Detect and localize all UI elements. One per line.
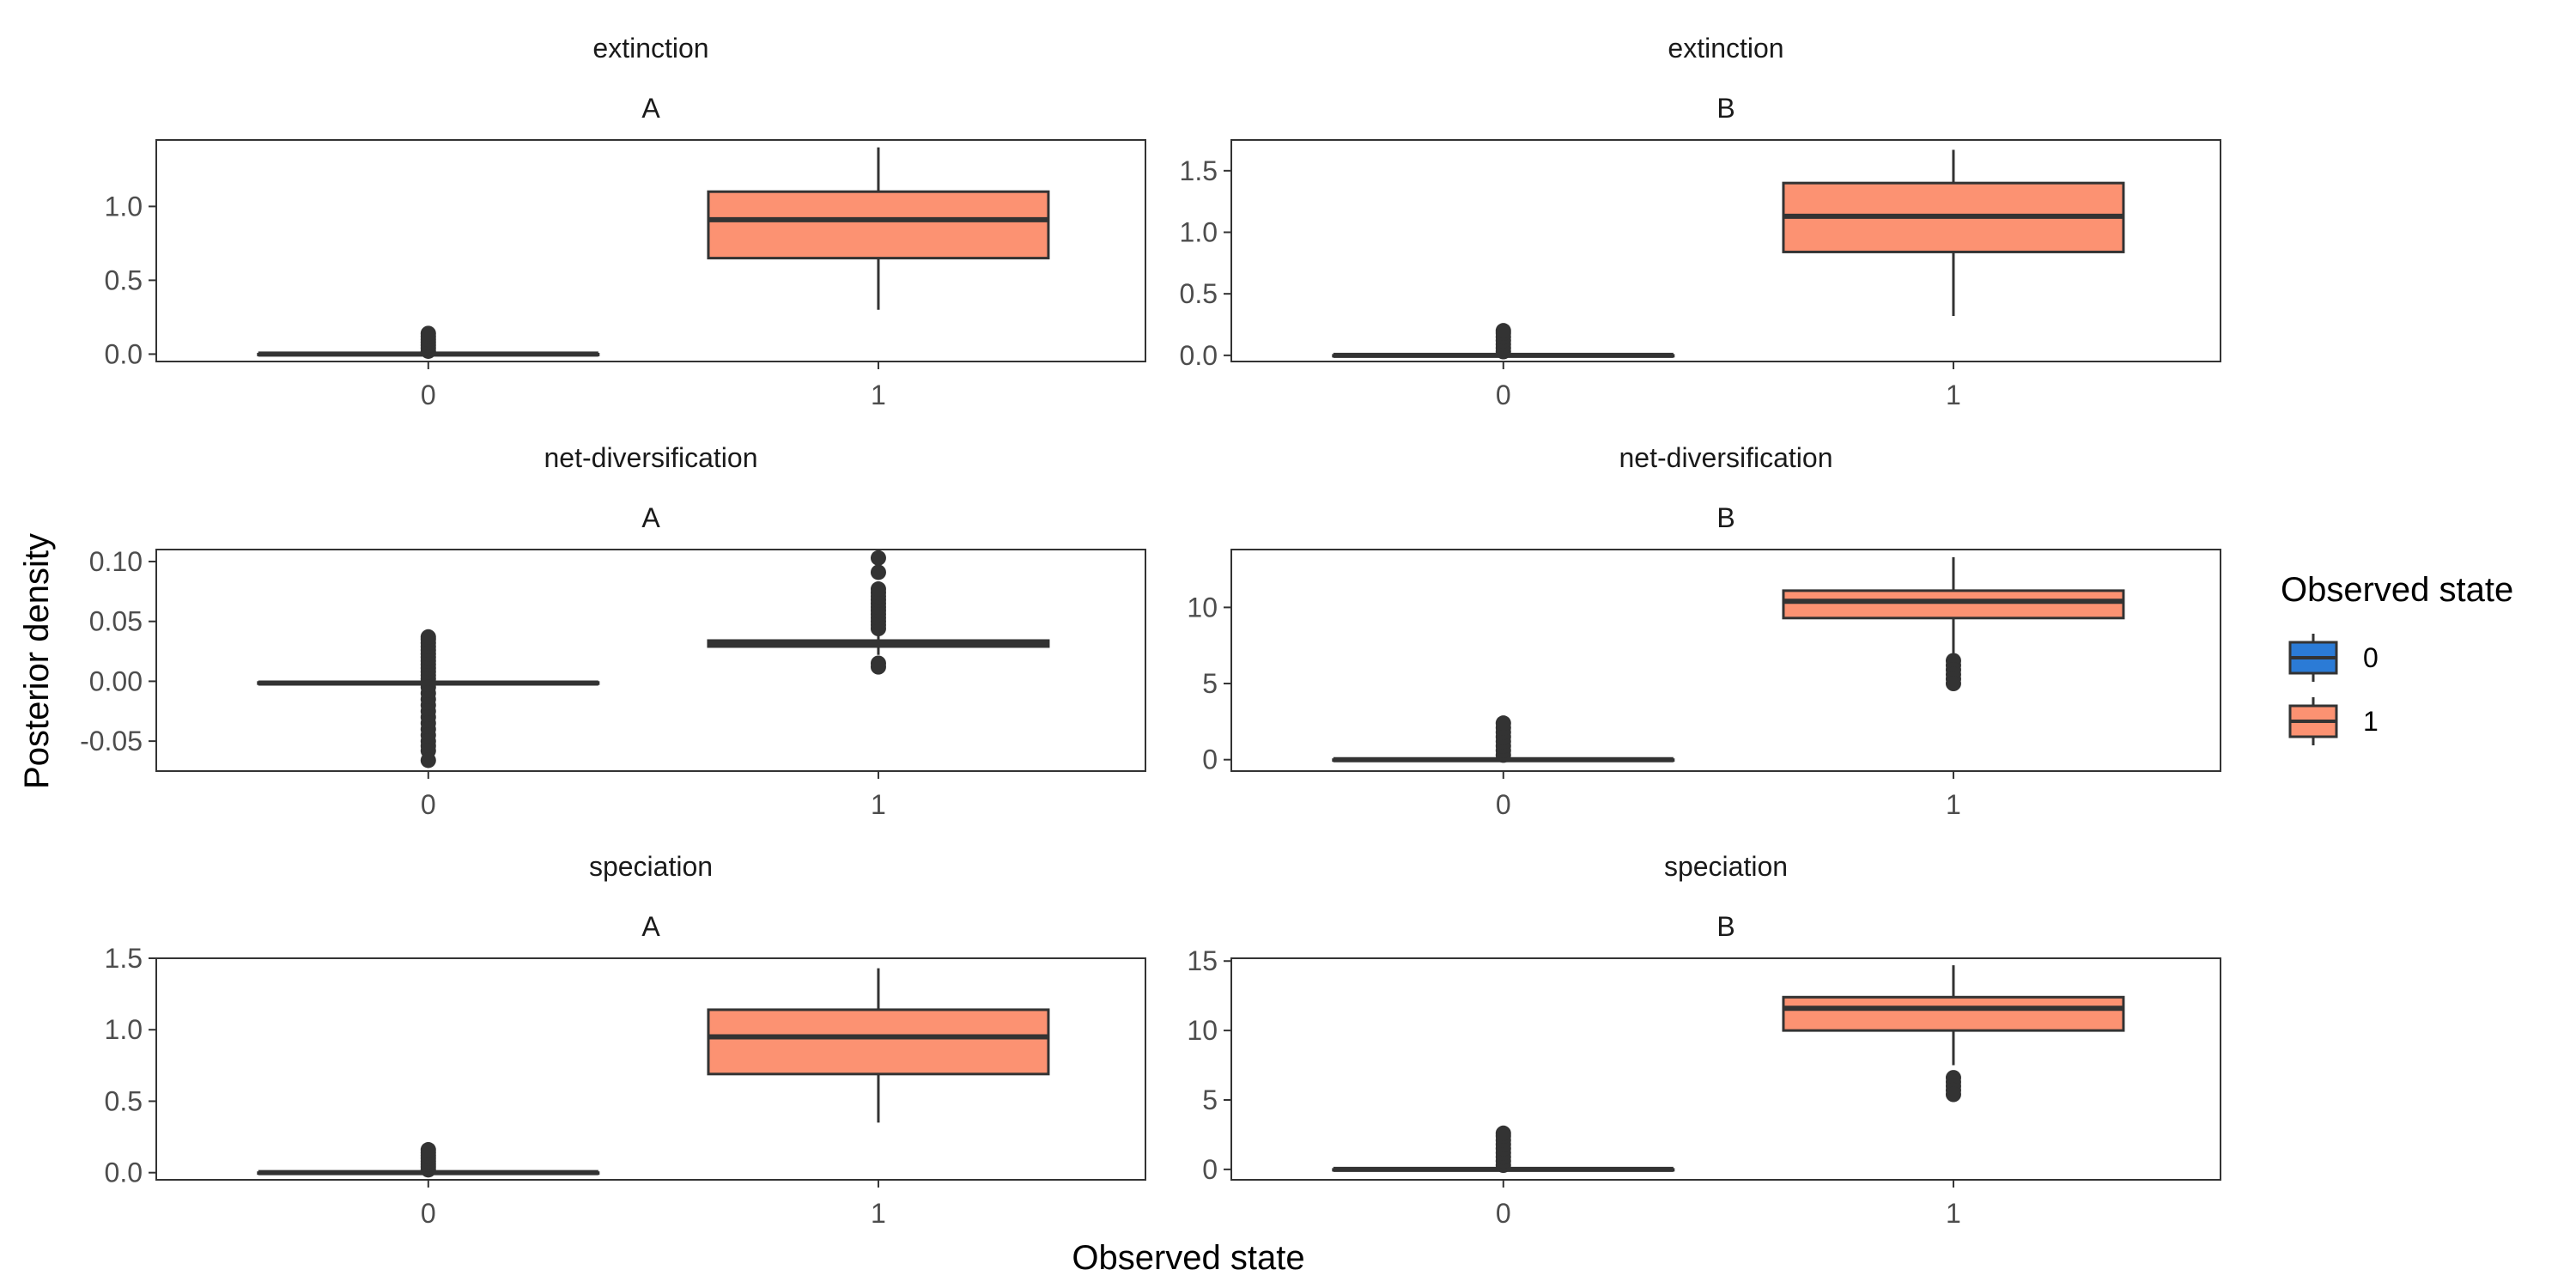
- box-0: [1332, 715, 1675, 763]
- box-1: [1782, 149, 2125, 316]
- x-tick-label: 0: [1496, 789, 1511, 820]
- facet-label-top: speciation: [1664, 851, 1788, 882]
- outlier-point: [870, 659, 886, 675]
- facet-panel: extinction B 0.0 0.5 1.0 1.5 0 1: [1180, 33, 2221, 410]
- y-tick-label: 0.00: [89, 665, 143, 696]
- outlier-point: [1495, 1125, 1511, 1141]
- legend-title: Observed state: [2281, 571, 2513, 609]
- panel-border: [155, 957, 1146, 1181]
- outlier-point: [870, 550, 886, 566]
- y-tick-label: 0.5: [1180, 278, 1218, 309]
- panel-border: [155, 139, 1146, 362]
- box-body: [707, 190, 1050, 260]
- y-tick-label: 0.10: [89, 546, 143, 577]
- panel-border: [1230, 549, 2221, 772]
- y-tick-label: 15: [1187, 945, 1218, 976]
- x-tick-label: 1: [871, 380, 886, 410]
- outlier-point: [1495, 715, 1511, 732]
- x-tick-label: 1: [1946, 1198, 1961, 1229]
- y-tick-label: 0.0: [1180, 340, 1218, 371]
- box-1: [1782, 556, 2125, 692]
- y-tick-label: 0: [1202, 1154, 1218, 1185]
- facet-label-sub: A: [641, 93, 660, 124]
- y-tick-label: 1.5: [105, 943, 143, 974]
- y-tick-label: 0.0: [105, 1157, 143, 1188]
- box-body: [707, 1008, 1050, 1076]
- y-tick-label: 10: [1187, 592, 1218, 623]
- x-tick-label: 0: [1496, 1198, 1511, 1229]
- outlier-point: [870, 564, 886, 580]
- facet-label-top: extinction: [1668, 33, 1783, 64]
- facet-label-sub: B: [1716, 502, 1735, 533]
- outlier-point: [1945, 676, 1961, 692]
- outlier-point: [420, 1142, 436, 1158]
- y-tick-label: 0: [1202, 744, 1218, 775]
- x-tick-label: 1: [1946, 789, 1961, 820]
- outlier-point: [420, 629, 436, 645]
- outlier-point: [1495, 323, 1511, 339]
- facet-panel: speciation A 0.0 0.5 1.0 1.5 0 1: [105, 851, 1146, 1229]
- facet-panel: extinction A 0.0 0.5 1.0 0 1: [105, 33, 1146, 410]
- x-tick-label: 0: [421, 1198, 436, 1229]
- y-tick-label: 1.5: [1180, 155, 1218, 186]
- box-0: [257, 629, 600, 769]
- legend-key: 1: [2288, 697, 2379, 745]
- box-0: [257, 325, 600, 359]
- y-tick-label: 0.5: [105, 264, 143, 295]
- box-1: [707, 550, 1050, 675]
- box-0: [1332, 323, 1675, 360]
- y-tick-label: 0.0: [105, 338, 143, 369]
- facet-label-sub: B: [1716, 911, 1735, 942]
- y-tick-label: 0.5: [105, 1085, 143, 1116]
- panel-border: [1230, 957, 2221, 1181]
- y-tick-label: 5: [1202, 668, 1218, 699]
- x-tick-label: 0: [421, 789, 436, 820]
- facet-label-sub: A: [641, 502, 660, 533]
- facet-panel: net-diversification B 0 5 10 0 1: [1187, 442, 2221, 820]
- y-axis-title: Posterior density: [18, 533, 56, 789]
- y-tick-label: 5: [1202, 1084, 1218, 1115]
- x-tick-label: 0: [1496, 380, 1511, 410]
- box-1: [707, 147, 1050, 310]
- facet-label-sub: B: [1716, 93, 1735, 124]
- y-tick-label: -0.05: [80, 726, 143, 756]
- box-0: [1332, 1125, 1675, 1174]
- legend: Observed state 0 1: [2281, 571, 2513, 745]
- box-1: [1782, 965, 2125, 1103]
- facet-label-top: net-diversification: [1619, 442, 1833, 473]
- box-body: [1782, 995, 2125, 1032]
- legend-key: 0: [2288, 634, 2379, 682]
- outlier-point: [420, 325, 436, 342]
- y-tick-label: 0.05: [89, 606, 143, 637]
- y-tick-label: 1.0: [105, 1014, 143, 1045]
- facet-panel: speciation B 0 5 10 15 0 1: [1187, 851, 2221, 1229]
- outlier-point: [1945, 1086, 1961, 1103]
- x-tick-label: 1: [1946, 380, 1961, 410]
- box-0: [257, 1142, 600, 1178]
- legend-label: 0: [2363, 642, 2379, 673]
- panel-border: [1230, 139, 2221, 362]
- facet-label-top: net-diversification: [544, 442, 758, 473]
- x-tick-label: 1: [871, 789, 886, 820]
- x-tick-label: 0: [421, 380, 436, 410]
- facet-panels: extinction A 0.0 0.5 1.0 0 1 extinction B 0.0 0.5 1…: [80, 33, 2221, 1229]
- legend-label: 1: [2363, 706, 2379, 737]
- box-body: [1782, 589, 2125, 620]
- panel-border: [155, 549, 1146, 772]
- outlier-point: [420, 752, 436, 769]
- facet-label-top: speciation: [589, 851, 713, 882]
- y-tick-label: 1.0: [105, 191, 143, 222]
- facet-label-top: extinction: [592, 33, 708, 64]
- y-tick-label: 1.0: [1180, 217, 1218, 248]
- y-tick-label: 10: [1187, 1015, 1218, 1046]
- x-axis-title: Observed state: [1072, 1239, 1304, 1277]
- x-tick-label: 1: [871, 1198, 886, 1229]
- outlier-point: [870, 581, 886, 598]
- box-1: [707, 968, 1050, 1123]
- facet-label-sub: A: [641, 911, 660, 942]
- facet-panel: net-diversification A -0.05 0.00 0.05 0.10 0 1: [80, 442, 1146, 820]
